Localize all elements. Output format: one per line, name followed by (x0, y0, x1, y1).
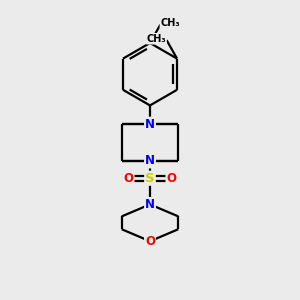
Text: N: N (145, 198, 155, 211)
Text: S: S (145, 172, 155, 185)
Text: CH₃: CH₃ (160, 18, 180, 28)
Text: O: O (167, 172, 176, 185)
Text: O: O (145, 235, 155, 248)
Text: N: N (145, 154, 155, 167)
Text: CH₃: CH₃ (146, 34, 166, 44)
Text: N: N (145, 118, 155, 130)
Text: O: O (124, 172, 134, 185)
